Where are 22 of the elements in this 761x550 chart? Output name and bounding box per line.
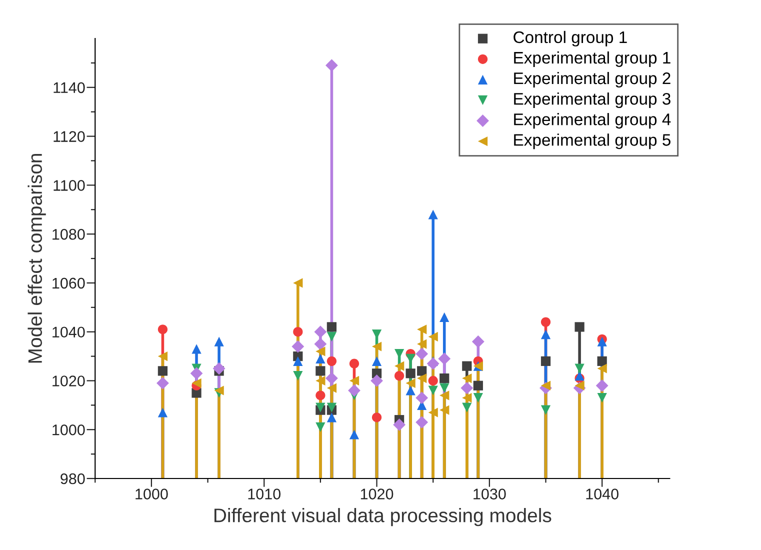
legend-label: Experimental group 4	[514, 113, 671, 129]
x-tick-label: 1010	[248, 488, 281, 500]
y-tick-label: 1020	[52, 376, 85, 386]
x-tick-label: 1040	[586, 488, 618, 500]
x-axis-title: Different visual data processing models	[214, 508, 552, 526]
y-tick-label: 1060	[52, 278, 85, 289]
y-tick-label: 1120	[54, 131, 85, 142]
y-tick-label: 1140	[54, 82, 85, 94]
y-tick-label: 1080	[52, 228, 85, 240]
legend-label: Experimental group 2	[514, 72, 670, 88]
legend-label: Experimental group 1	[514, 51, 670, 67]
legend-label: Control group 1	[514, 30, 627, 46]
y-tick-label: 1040	[52, 326, 85, 338]
x-tick-label: 1030	[474, 488, 506, 500]
y-tick-label: 980	[60, 473, 85, 484]
legend-label: Experimental group 3	[514, 92, 670, 108]
x-tick-label: 1000	[136, 488, 168, 500]
y-tick-label: 1100	[54, 180, 85, 191]
y-tick-label: 1000	[52, 424, 85, 436]
x-tick-label: 1020	[360, 488, 394, 500]
y-axis-title: Model effect comparison	[28, 154, 46, 363]
legend-label: Experimental group 5	[514, 134, 670, 150]
